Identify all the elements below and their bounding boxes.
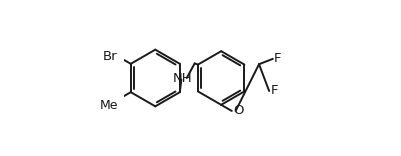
Text: F: F xyxy=(270,84,278,97)
Text: Br: Br xyxy=(103,50,117,63)
Text: NH: NH xyxy=(173,71,193,85)
Text: O: O xyxy=(233,105,244,117)
Text: Me: Me xyxy=(100,100,119,112)
Text: F: F xyxy=(274,52,282,65)
